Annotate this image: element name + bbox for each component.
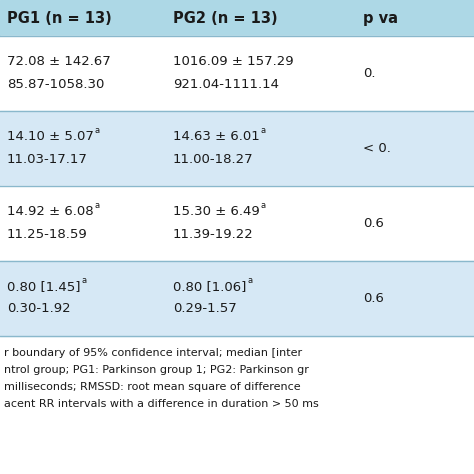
Text: 1016.09 ± 157.29: 1016.09 ± 157.29 <box>173 55 293 68</box>
Text: PG2 (n = 13): PG2 (n = 13) <box>173 10 278 26</box>
Text: 11.00-18.27: 11.00-18.27 <box>173 153 254 165</box>
Text: acent RR intervals with a difference in duration > 50 ms: acent RR intervals with a difference in … <box>4 399 319 409</box>
Bar <box>0 36 474 111</box>
Text: < 0.: < 0. <box>363 142 391 155</box>
Bar <box>0 111 474 186</box>
Text: ntrol group; PG1: Parkinson group 1; PG2: Parkinson gr: ntrol group; PG1: Parkinson group 1; PG2… <box>4 365 309 375</box>
Text: PG1 (n = 13): PG1 (n = 13) <box>7 10 112 26</box>
Text: milliseconds; RMSSD: root mean square of difference: milliseconds; RMSSD: root mean square of… <box>4 382 301 392</box>
Text: 14.92 ± 6.08: 14.92 ± 6.08 <box>7 205 94 218</box>
Text: 921.04-1111.14: 921.04-1111.14 <box>173 78 279 91</box>
Text: 14.10 ± 5.07: 14.10 ± 5.07 <box>7 130 94 143</box>
Bar <box>0 261 474 336</box>
Text: 85.87-1058.30: 85.87-1058.30 <box>7 78 104 91</box>
Text: 0.6: 0.6 <box>363 292 384 305</box>
Text: a: a <box>261 201 266 210</box>
Text: 0.6: 0.6 <box>363 217 384 230</box>
Text: 0.80 [1.45]: 0.80 [1.45] <box>7 280 81 293</box>
Text: 11.25-18.59: 11.25-18.59 <box>7 228 88 240</box>
Text: r boundary of 95% confidence interval; median [inter: r boundary of 95% confidence interval; m… <box>4 348 302 358</box>
Text: a: a <box>247 276 253 285</box>
Text: 0.: 0. <box>363 67 375 80</box>
Text: p va: p va <box>363 10 398 26</box>
Text: 0.29-1.57: 0.29-1.57 <box>173 302 237 316</box>
Text: 15.30 ± 6.49: 15.30 ± 6.49 <box>173 205 260 218</box>
Text: a: a <box>261 126 266 135</box>
Bar <box>0 186 474 261</box>
Text: 0.30-1.92: 0.30-1.92 <box>7 302 71 316</box>
Text: 11.03-17.17: 11.03-17.17 <box>7 153 88 165</box>
Text: a: a <box>82 276 87 285</box>
Text: 0.80 [1.06]: 0.80 [1.06] <box>173 280 246 293</box>
Text: a: a <box>95 126 100 135</box>
Text: 72.08 ± 142.67: 72.08 ± 142.67 <box>7 55 111 68</box>
Text: 11.39-19.22: 11.39-19.22 <box>173 228 254 240</box>
Text: a: a <box>95 201 100 210</box>
Text: 14.63 ± 6.01: 14.63 ± 6.01 <box>173 130 260 143</box>
Bar <box>0 0 474 36</box>
